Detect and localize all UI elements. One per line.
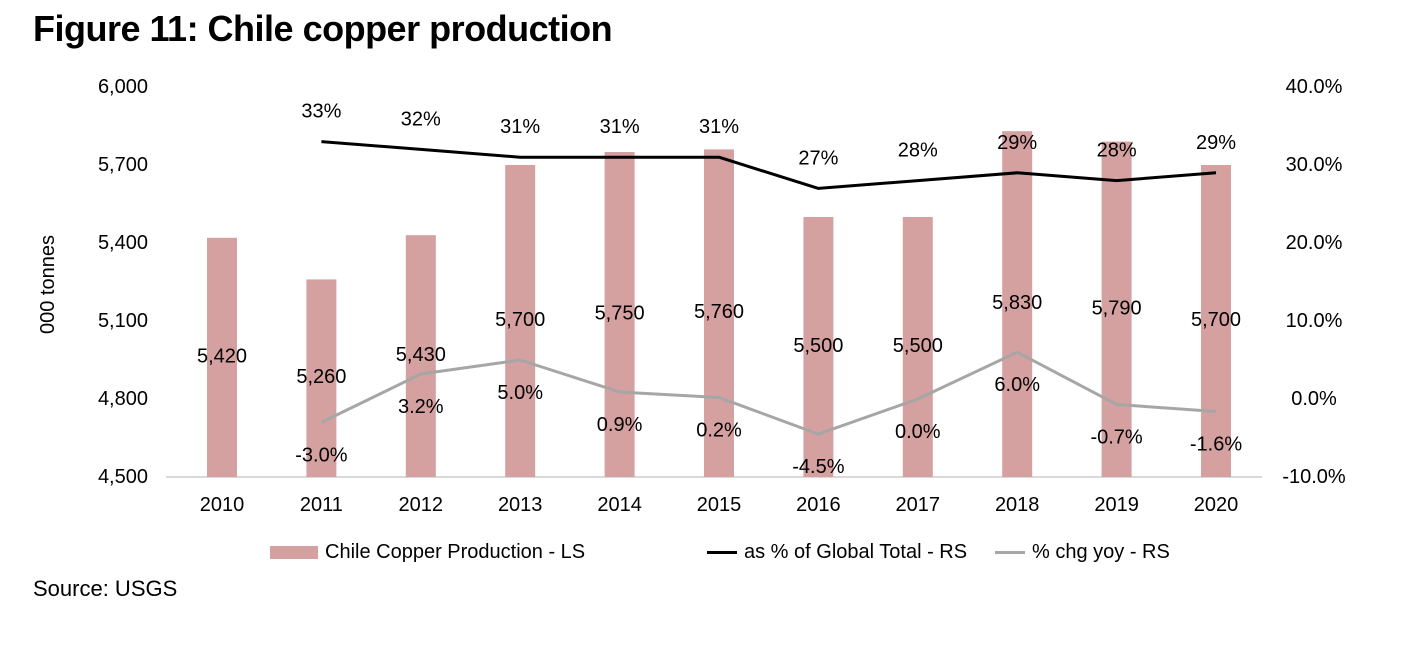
right-axis-tick-label: 30.0% — [1286, 154, 1343, 176]
global-share-line — [321, 140, 1217, 190]
right-axis-tick-label: 10.0% — [1286, 310, 1343, 332]
yoy-label: 5.0% — [497, 382, 543, 404]
global-share-label: 28% — [1097, 140, 1137, 162]
yoy-line — [320, 350, 1217, 436]
x-axis-tick-label: 2010 — [200, 494, 245, 516]
bar-2020 — [1201, 165, 1231, 477]
global-share-label: 33% — [301, 101, 341, 123]
bar-2015 — [704, 149, 734, 477]
yoy-label: 6.0% — [994, 374, 1040, 396]
bar-value-label: 5,260 — [296, 366, 346, 388]
left-axis-tick-label: 4,500 — [98, 466, 148, 488]
global-share-label: 31% — [600, 116, 640, 138]
legend-item-production: Chile Copper Production - LS — [270, 539, 585, 565]
yoy-label: -3.0% — [295, 444, 347, 466]
global-share-label: 31% — [500, 116, 540, 138]
global-share-label: 29% — [1196, 132, 1236, 154]
right-axis-tick-label: 40.0% — [1286, 76, 1343, 98]
legend-swatch-black-line — [707, 550, 737, 554]
bar-value-label: 5,750 — [595, 303, 645, 325]
global-share-label: 31% — [699, 116, 739, 138]
global-share-label: 28% — [898, 140, 938, 162]
bar-value-label: 5,700 — [1191, 309, 1241, 331]
left-axis-tick-label: 6,000 — [98, 76, 148, 98]
bar-2019 — [1101, 141, 1132, 477]
figure-title: Figure 11: Chile copper production — [33, 8, 613, 49]
yoy-label: 3.2% — [398, 396, 444, 418]
global-share-label: 32% — [401, 108, 441, 130]
bar-value-label: 5,430 — [396, 344, 446, 366]
bar-2017 — [902, 217, 933, 477]
right-axis-tick-label: 20.0% — [1286, 232, 1343, 254]
legend-label: Chile Copper Production - LS — [325, 540, 586, 563]
bar-value-label: 5,700 — [495, 309, 545, 331]
legend-label: as % of Global Total - RS — [744, 540, 968, 563]
left-axis-tick-label: 5,700 — [98, 154, 148, 176]
yoy-label: 0.0% — [895, 421, 941, 443]
yoy-label: 0.9% — [597, 414, 643, 436]
bar-value-label: 5,500 — [893, 335, 943, 357]
left-axis-tick-label: 5,100 — [98, 310, 148, 332]
chart-legend: Chile Copper Production - LS as % of Glo… — [0, 539, 1405, 565]
bar-2014 — [604, 152, 635, 477]
bar-value-label: 5,760 — [694, 301, 744, 323]
yoy-label: -0.7% — [1090, 426, 1142, 448]
x-axis-tick-label: 2013 — [498, 494, 543, 516]
yoy-label: -1.6% — [1190, 433, 1242, 455]
x-axis-tick-label: 2020 — [1194, 494, 1239, 516]
left-axis-tick-label: 5,400 — [98, 232, 148, 254]
bar-value-label: 5,500 — [793, 335, 843, 357]
bar-2011 — [306, 279, 337, 477]
x-axis-tick-label: 2012 — [399, 494, 444, 516]
legend-label: % chg yoy - RS — [1032, 540, 1170, 563]
right-axis-tick-label: 0.0% — [1291, 388, 1337, 410]
source-note: Source: USGS — [33, 576, 178, 601]
x-axis-tick-label: 2019 — [1094, 494, 1139, 516]
bar-2018 — [1002, 131, 1033, 477]
legend-swatch-gray-line — [995, 550, 1025, 554]
right-axis-tick-label: -10.0% — [1282, 466, 1346, 488]
legend-item-global-share: as % of Global Total - RS — [707, 539, 967, 565]
x-axis-tick-label: 2016 — [796, 494, 841, 516]
global-share-label: 29% — [997, 132, 1037, 154]
x-axis-tick-label: 2015 — [697, 494, 742, 516]
bar-value-label: 5,420 — [197, 345, 247, 367]
bar-2010 — [207, 237, 237, 477]
bar-2012 — [405, 235, 436, 477]
bar-value-label: 5,830 — [992, 292, 1042, 314]
x-axis-tick-label: 2011 — [300, 494, 343, 516]
bar-value-label: 5,790 — [1092, 297, 1142, 319]
global-share-label: 27% — [798, 147, 838, 169]
left-axis-tick-label: 4,800 — [98, 388, 148, 410]
bar-2013 — [505, 165, 536, 477]
yoy-label: 0.2% — [696, 419, 742, 441]
yoy-label: -4.5% — [792, 456, 844, 478]
x-axis-tick-label: 2018 — [995, 494, 1040, 516]
legend-swatch-bar — [270, 545, 318, 559]
x-axis-tick-label: 2017 — [896, 494, 941, 516]
legend-item-yoy: % chg yoy - RS — [995, 539, 1170, 565]
x-axis-tick-label: 2014 — [597, 494, 642, 516]
